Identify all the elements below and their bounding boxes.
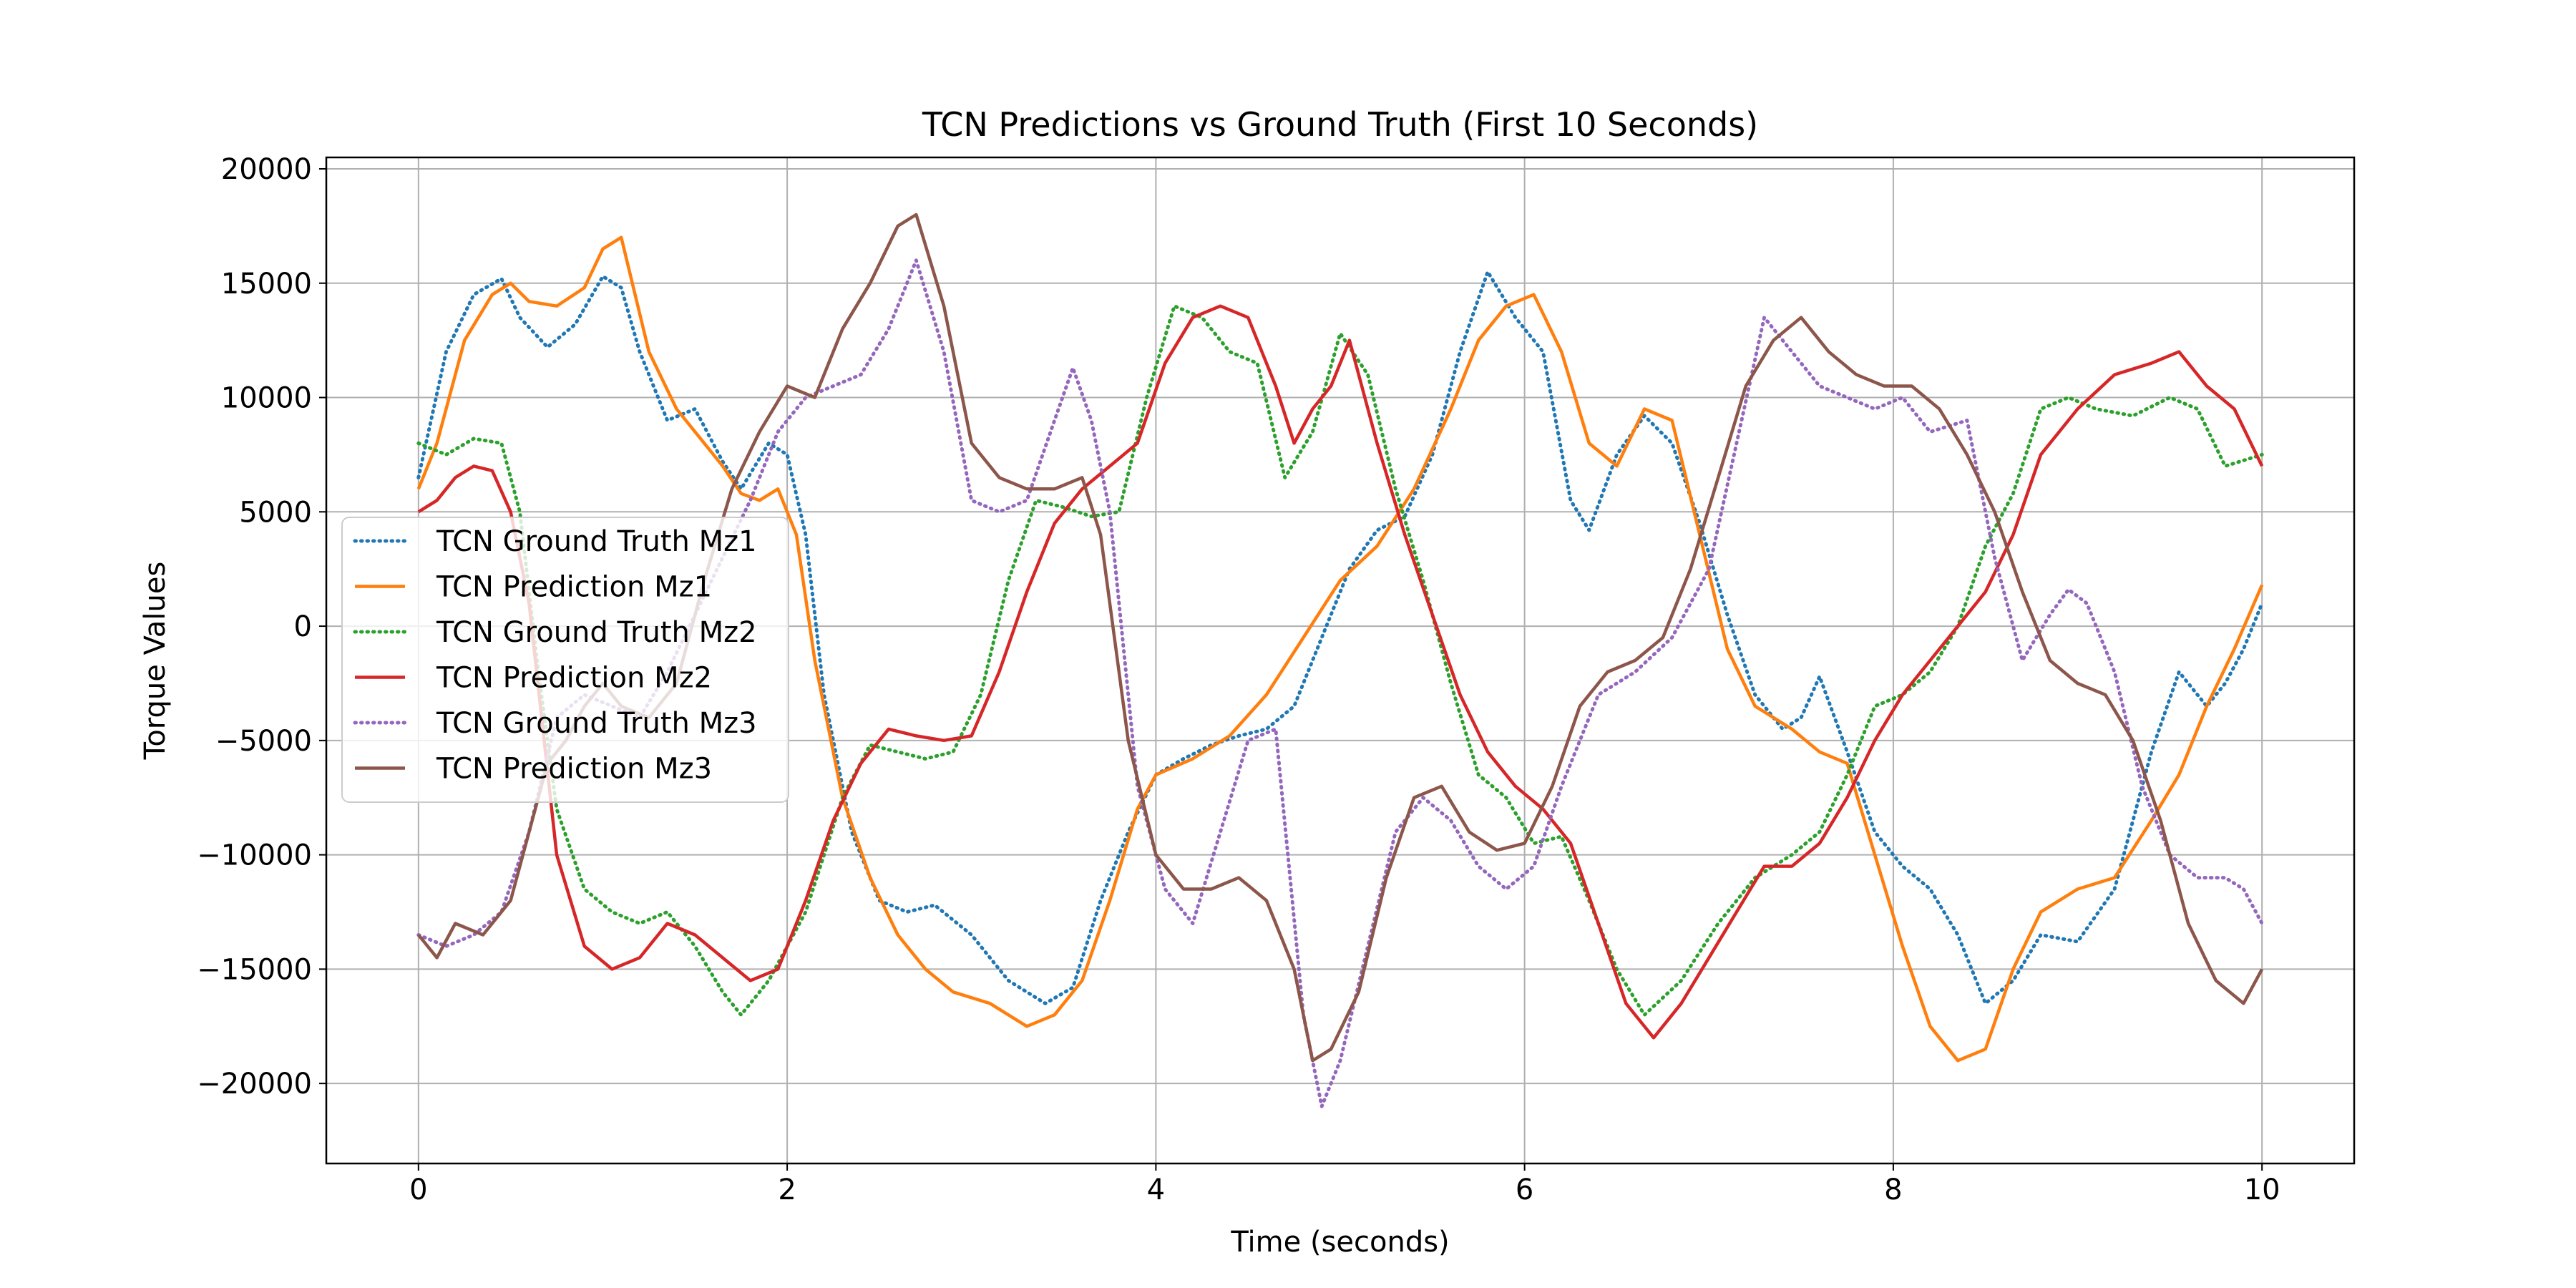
grid-lines <box>326 157 2354 1163</box>
x-axis-ticks: 0 2 4 6 8 10 <box>409 1163 2280 1206</box>
y-axis-label: Torque Values <box>139 562 172 761</box>
x-tick-label: 6 <box>1516 1174 1533 1206</box>
y-tick-label: −15000 <box>197 953 312 986</box>
legend-entry-label: TCN Ground Truth Mz2 <box>436 616 757 649</box>
x-axis-label: Time (seconds) <box>1230 1226 1449 1259</box>
legend: TCN Ground Truth Mz1 TCN Prediction Mz1 TC… <box>341 517 789 803</box>
y-tick-label: −10000 <box>197 839 312 872</box>
legend-entry-label: TCN Prediction Mz2 <box>436 662 712 695</box>
y-tick-label: 0 <box>294 610 312 643</box>
y-tick-label: 15000 <box>221 268 312 301</box>
y-tick-label: 10000 <box>221 382 312 415</box>
legend-entry-label: TCN Ground Truth Mz3 <box>436 707 757 740</box>
legend-entry-label: TCN Ground Truth Mz1 <box>436 525 757 558</box>
y-tick-label: −20000 <box>197 1068 312 1101</box>
chart-title: TCN Predictions vs Ground Truth (First 1… <box>922 105 1758 144</box>
series-line-3 <box>416 304 2264 1017</box>
x-tick-label: 10 <box>2244 1174 2280 1206</box>
series-line-1 <box>416 270 2264 1005</box>
x-tick-label: 2 <box>778 1174 796 1206</box>
y-tick-label: 5000 <box>239 496 312 529</box>
x-tick-label: 4 <box>1147 1174 1165 1206</box>
series-line-4 <box>417 304 2264 1040</box>
y-tick-label: −5000 <box>215 725 312 758</box>
y-axis-ticks: −20000 −15000 −10000 −5000 0 5000 10000 15000 20… <box>197 153 326 1101</box>
legend-entry-label: TCN Prediction Mz1 <box>436 571 712 604</box>
series-line-2 <box>416 235 2264 1063</box>
x-tick-label: 8 <box>1884 1174 1902 1206</box>
plot-frame <box>325 156 2356 1165</box>
y-tick-label: 20000 <box>221 153 312 186</box>
legend-box <box>341 517 789 803</box>
x-tick-label: 0 <box>409 1174 427 1206</box>
legend-entry-label: TCN Prediction Mz3 <box>436 753 712 786</box>
